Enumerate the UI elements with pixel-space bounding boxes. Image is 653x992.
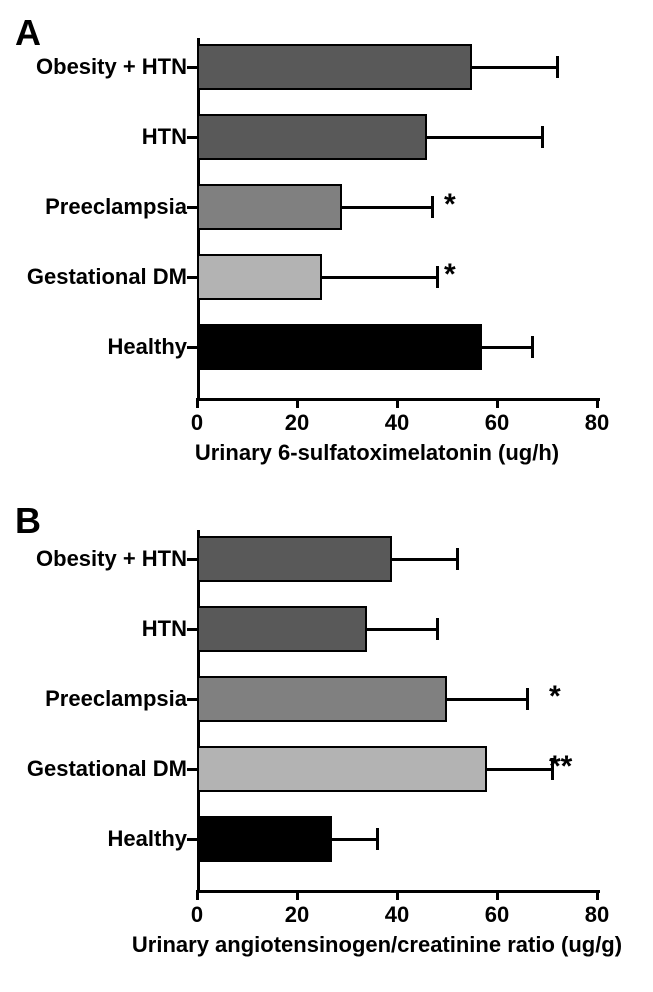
error-bar bbox=[392, 558, 457, 561]
bar bbox=[197, 114, 427, 160]
category-label: Healthy bbox=[108, 826, 187, 852]
error-bar bbox=[482, 346, 532, 349]
x-tick bbox=[496, 890, 499, 900]
error-cap bbox=[456, 548, 459, 570]
bar bbox=[197, 676, 447, 722]
bar bbox=[197, 254, 322, 300]
category-label: Preeclampsia bbox=[45, 686, 187, 712]
y-tick bbox=[187, 768, 197, 771]
panel-label-A: A bbox=[15, 12, 41, 54]
error-bar bbox=[472, 66, 557, 69]
bar bbox=[197, 536, 392, 582]
bar bbox=[197, 184, 342, 230]
x-tick-label: 60 bbox=[485, 902, 509, 928]
y-tick bbox=[187, 346, 197, 349]
significance-marker: ** bbox=[549, 750, 572, 784]
x-tick-label: 80 bbox=[585, 410, 609, 436]
x-tick bbox=[196, 890, 199, 900]
significance-marker: * bbox=[444, 258, 456, 292]
y-tick bbox=[187, 66, 197, 69]
y-tick bbox=[187, 136, 197, 139]
error-bar bbox=[342, 206, 432, 209]
error-cap bbox=[556, 56, 559, 78]
category-label: HTN bbox=[142, 616, 187, 642]
x-tick bbox=[196, 398, 199, 408]
x-tick-label: 60 bbox=[485, 410, 509, 436]
y-tick bbox=[187, 276, 197, 279]
x-tick-label: 40 bbox=[385, 902, 409, 928]
error-cap bbox=[436, 618, 439, 640]
error-cap bbox=[541, 126, 544, 148]
error-bar bbox=[447, 698, 527, 701]
x-tick-label: 20 bbox=[285, 410, 309, 436]
y-tick bbox=[187, 558, 197, 561]
y-tick bbox=[187, 838, 197, 841]
bar bbox=[197, 324, 482, 370]
category-label: Preeclampsia bbox=[45, 194, 187, 220]
error-bar bbox=[367, 628, 437, 631]
x-tick-label: 20 bbox=[285, 902, 309, 928]
error-cap bbox=[436, 266, 439, 288]
y-tick bbox=[187, 628, 197, 631]
x-axis-label: Urinary angiotensinogen/creatinine ratio… bbox=[0, 932, 653, 958]
category-label: Obesity + HTN bbox=[36, 546, 187, 572]
error-bar bbox=[332, 838, 377, 841]
x-tick bbox=[296, 398, 299, 408]
bar bbox=[197, 746, 487, 792]
x-tick-label: 0 bbox=[191, 902, 203, 928]
significance-marker: * bbox=[444, 188, 456, 222]
error-cap bbox=[376, 828, 379, 850]
x-tick bbox=[396, 398, 399, 408]
x-tick-label: 0 bbox=[191, 410, 203, 436]
error-cap bbox=[431, 196, 434, 218]
category-label: Gestational DM bbox=[27, 264, 187, 290]
error-bar bbox=[427, 136, 542, 139]
category-label: Obesity + HTN bbox=[36, 54, 187, 80]
bar bbox=[197, 816, 332, 862]
bar bbox=[197, 44, 472, 90]
x-tick-label: 80 bbox=[585, 902, 609, 928]
x-tick bbox=[396, 890, 399, 900]
bar bbox=[197, 606, 367, 652]
category-label: Healthy bbox=[108, 334, 187, 360]
error-cap bbox=[531, 336, 534, 358]
x-tick-label: 40 bbox=[385, 410, 409, 436]
x-tick bbox=[596, 890, 599, 900]
significance-marker: * bbox=[549, 680, 561, 714]
category-label: Gestational DM bbox=[27, 756, 187, 782]
y-tick bbox=[187, 206, 197, 209]
x-tick bbox=[596, 398, 599, 408]
y-tick bbox=[187, 698, 197, 701]
panel-label-B: B bbox=[15, 500, 41, 542]
x-tick bbox=[296, 890, 299, 900]
error-bar bbox=[322, 276, 437, 279]
error-cap bbox=[526, 688, 529, 710]
x-tick bbox=[496, 398, 499, 408]
x-axis-label: Urinary 6-sulfatoximelatonin (ug/h) bbox=[0, 440, 653, 466]
error-bar bbox=[487, 768, 552, 771]
category-label: HTN bbox=[142, 124, 187, 150]
